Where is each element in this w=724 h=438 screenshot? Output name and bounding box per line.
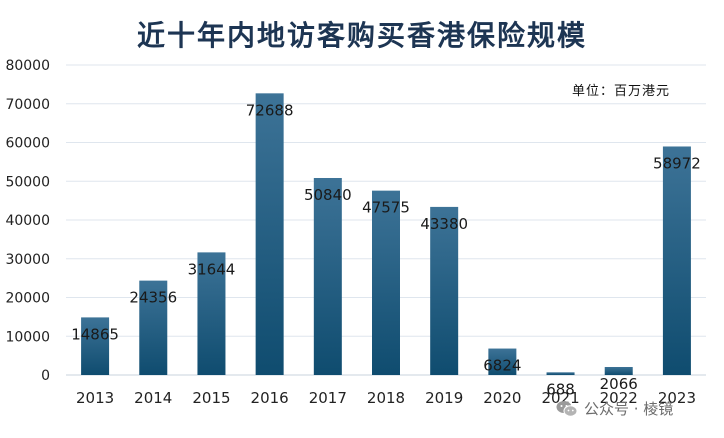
data-label: 688 <box>546 380 575 398</box>
data-label: 43380 <box>420 215 468 233</box>
x-tick-label: 2015 <box>192 389 230 407</box>
x-tick-label: 2020 <box>483 389 521 407</box>
y-tick-label: 50000 <box>5 174 50 190</box>
bar <box>546 372 575 375</box>
bar <box>662 146 691 375</box>
unit-label: 单位：百万港元 <box>572 84 671 99</box>
y-tick-label: 40000 <box>5 213 50 229</box>
wechat-icon <box>556 400 578 417</box>
x-tick-label: 2016 <box>251 389 289 407</box>
y-tick-label: 80000 <box>5 58 50 74</box>
data-label: 6824 <box>483 357 521 375</box>
x-tick-label: 2021 <box>541 389 579 407</box>
y-tick-label: 70000 <box>5 97 50 113</box>
y-tick-label: 30000 <box>5 252 50 268</box>
chart-title: 近十年内地访客购买香港保险规模 <box>136 19 587 52</box>
data-label: 31644 <box>188 260 236 278</box>
y-tick-label: 0 <box>41 368 50 384</box>
bar <box>255 93 284 376</box>
data-label: 58972 <box>653 154 701 172</box>
y-tick-label: 60000 <box>5 136 50 152</box>
data-label: 2066 <box>600 375 638 393</box>
watermark: 公众号 · 棱镜 <box>556 398 673 419</box>
y-tick-label: 20000 <box>5 291 50 307</box>
bar <box>139 280 168 375</box>
data-label: 24356 <box>129 289 177 307</box>
bar <box>81 317 110 375</box>
bar <box>604 366 633 375</box>
bar <box>313 177 342 375</box>
bar <box>430 206 459 375</box>
x-tick-label: 2022 <box>600 389 638 407</box>
x-tick-label: 2018 <box>367 389 405 407</box>
bar <box>372 190 400 375</box>
data-label: 72688 <box>246 101 294 119</box>
data-label: 47575 <box>362 199 410 217</box>
bar <box>197 252 226 375</box>
x-tick-label: 2013 <box>76 389 114 407</box>
x-tick-label: 2023 <box>658 389 696 407</box>
x-tick-label: 2014 <box>134 389 172 407</box>
data-label: 14865 <box>71 325 119 343</box>
watermark-text: 公众号 · 棱镜 <box>584 400 674 418</box>
x-tick-label: 2019 <box>425 389 463 407</box>
y-tick-label: 10000 <box>5 329 50 345</box>
data-label: 50840 <box>304 186 352 204</box>
bar <box>488 348 517 375</box>
x-tick-label: 2017 <box>309 389 347 407</box>
